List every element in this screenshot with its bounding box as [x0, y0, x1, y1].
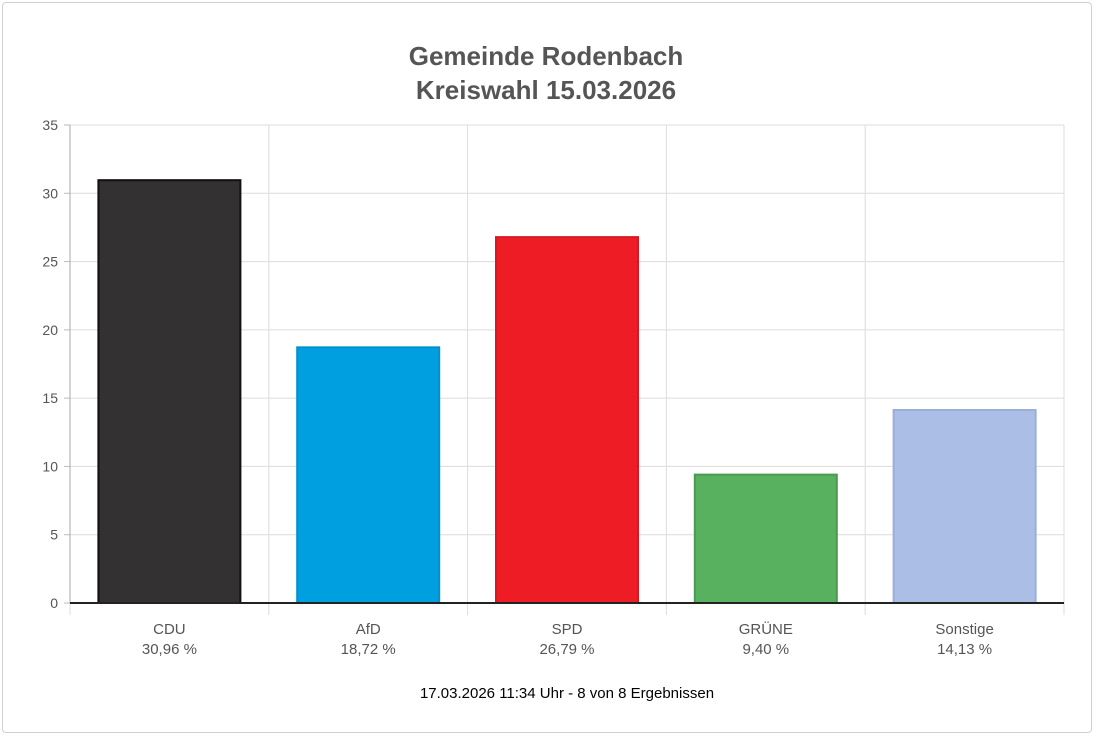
- x-tick-label: CDU: [153, 621, 186, 638]
- value-label: 26,79 %: [539, 641, 594, 658]
- value-label: 9,40 %: [742, 641, 789, 658]
- x-tick-label: Sonstige: [935, 621, 993, 638]
- y-tick-label: 25: [42, 254, 58, 270]
- chart-title-line: Gemeinde Rodenbach: [409, 41, 684, 71]
- x-tick-label: SPD: [552, 621, 583, 638]
- x-tick-label: AfD: [356, 621, 381, 638]
- y-tick-label: 20: [42, 322, 58, 338]
- bar-spd: [495, 236, 639, 604]
- value-label: 18,72 %: [341, 641, 396, 658]
- bar-grüne: [693, 473, 838, 604]
- y-tick-label: 10: [42, 458, 58, 474]
- chart-title-line: Kreiswahl 15.03.2026: [416, 75, 676, 105]
- bar-sonstige: [892, 409, 1037, 604]
- chart-footer: 17.03.2026 11:34 Uhr - 8 von 8 Ergebniss…: [420, 685, 714, 702]
- y-tick-label: 0: [50, 595, 58, 611]
- bar-afd: [296, 346, 441, 604]
- y-tick-label: 35: [42, 117, 58, 133]
- y-tick-label: 30: [42, 185, 58, 201]
- value-label: 30,96 %: [142, 641, 197, 658]
- x-tick-label: GRÜNE: [739, 620, 793, 638]
- y-tick-label: 15: [42, 390, 58, 406]
- bar-cdu: [97, 179, 242, 604]
- y-tick-label: 5: [50, 527, 58, 543]
- value-label: 14,13 %: [937, 641, 992, 658]
